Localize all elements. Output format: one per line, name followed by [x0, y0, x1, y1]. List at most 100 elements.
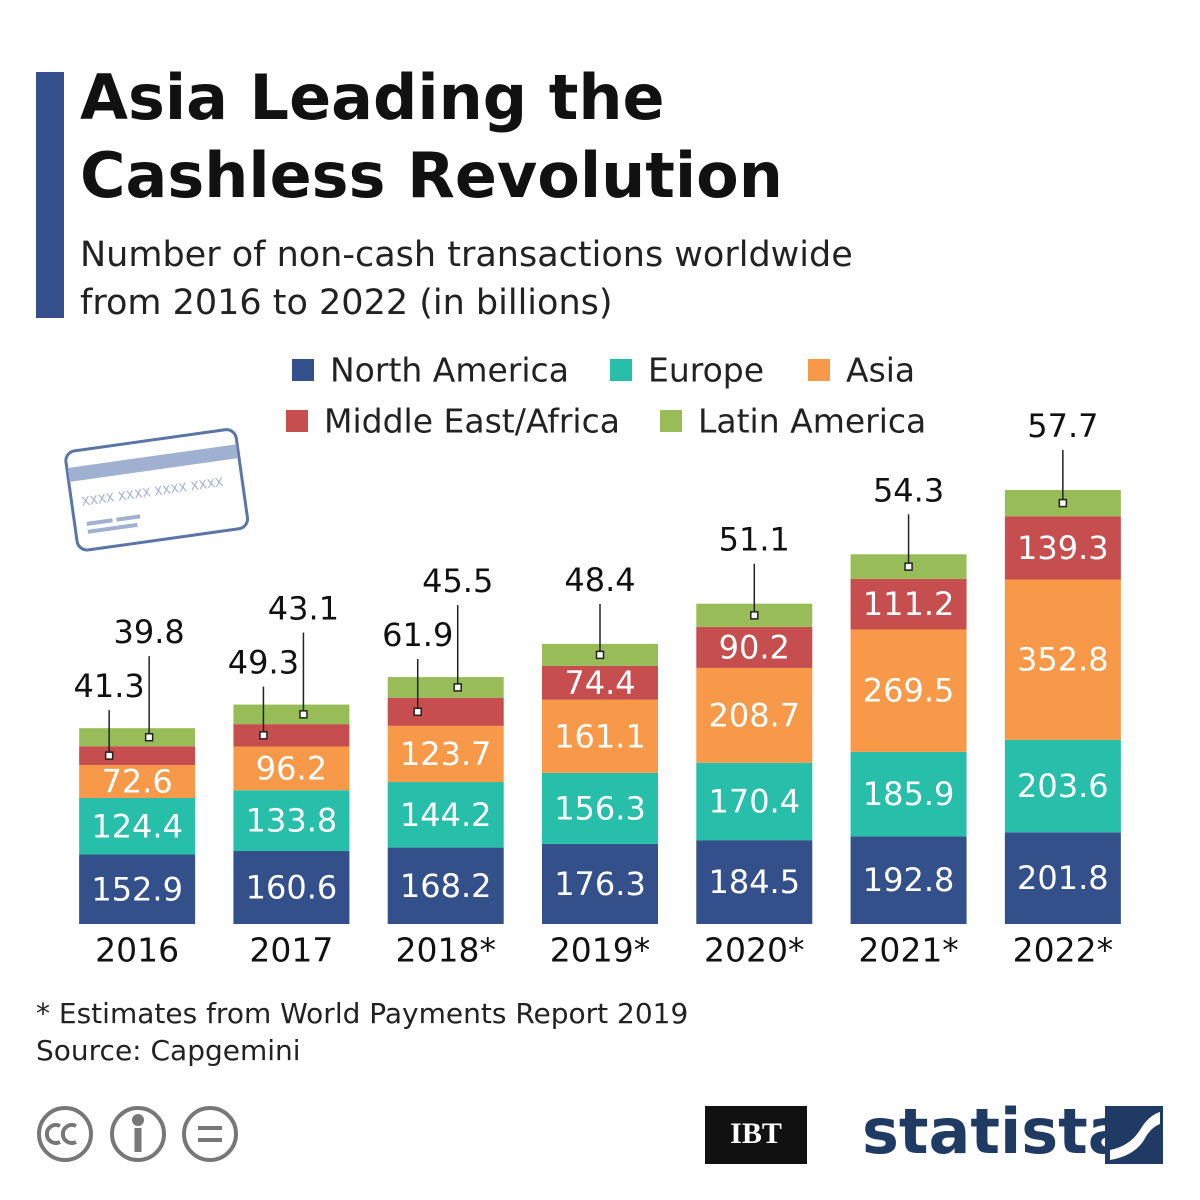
bar-segment — [387, 725, 504, 783]
value-label: 72.6 — [102, 763, 173, 801]
callout-dot — [299, 710, 308, 719]
chart-subtitle: from 2016 to 2022 (in billions) — [80, 283, 613, 323]
bar-segment — [696, 762, 813, 841]
x-tick-label: 2019* — [550, 931, 650, 970]
bar-segment — [79, 728, 196, 747]
value-label: 184.5 — [708, 863, 800, 901]
value-label: 57.7 — [1027, 407, 1098, 445]
value-label: 160.6 — [246, 869, 338, 907]
bar-segment — [696, 840, 813, 924]
callout-dot — [104, 751, 114, 760]
value-label: 61.9 — [382, 616, 453, 654]
bar-segment — [696, 667, 813, 763]
license-icons — [37, 1106, 238, 1162]
value-label: 111.2 — [863, 585, 955, 623]
x-tick-label: 2018* — [395, 931, 495, 970]
ibt-text: IBT — [730, 1117, 782, 1150]
callout-dot — [259, 731, 268, 740]
legend-label: Asia — [846, 351, 915, 390]
bar-segment — [387, 782, 504, 848]
value-label: 208.7 — [708, 696, 800, 734]
title-accent — [36, 72, 64, 318]
value-label: 124.4 — [91, 807, 183, 845]
bar-segment — [79, 854, 196, 924]
ibt-logo — [705, 1106, 807, 1164]
nd-icon — [182, 1106, 238, 1162]
value-label: 39.8 — [114, 613, 185, 651]
bar-segment — [387, 677, 504, 698]
callout-dot — [453, 683, 462, 692]
x-tick-label: 2017 — [249, 931, 333, 970]
bar-segment — [850, 751, 967, 837]
chart-title: Asia Leading the — [80, 61, 665, 134]
bar-segment — [542, 665, 658, 700]
value-label: 144.2 — [400, 796, 492, 834]
value-label: 90.2 — [719, 628, 790, 666]
x-tick-label: 2020* — [704, 931, 804, 970]
value-label: 269.5 — [863, 672, 955, 710]
value-label: 133.8 — [246, 802, 338, 840]
value-label: 45.5 — [422, 562, 493, 600]
legend-swatch — [286, 410, 308, 432]
bar-segment — [850, 578, 967, 630]
card-icon: XXXX XXXX XXXX XXXX — [64, 428, 250, 552]
bar-segment — [1004, 516, 1121, 580]
bar-segment — [696, 626, 813, 668]
bar-segment — [233, 746, 350, 791]
value-label: 192.8 — [863, 861, 955, 899]
value-label: 139.3 — [1017, 529, 1109, 567]
value-label: 176.3 — [554, 865, 646, 903]
bar-segment — [387, 697, 504, 726]
callout-dot — [144, 732, 154, 742]
x-tick-label: 2021* — [858, 931, 958, 970]
bar-segment — [542, 843, 658, 924]
legend-label: North America — [330, 351, 569, 390]
bar-segment — [850, 629, 967, 752]
value-label: 185.9 — [863, 775, 955, 813]
value-label: 203.6 — [1017, 767, 1109, 805]
legend-swatch — [610, 359, 632, 381]
bar-segment — [1004, 579, 1121, 740]
x-tick-label: 2022* — [1013, 931, 1113, 970]
bar-segment — [233, 704, 350, 725]
bar-segment — [233, 790, 350, 852]
value-label: 48.4 — [564, 561, 635, 599]
bar-segment — [542, 699, 658, 773]
value-label: 41.3 — [74, 667, 145, 705]
legend-label: Latin America — [698, 402, 926, 441]
value-label: 201.8 — [1017, 859, 1109, 897]
cc-letters — [44, 1123, 77, 1145]
callout-dot — [904, 562, 913, 571]
card-line — [87, 522, 138, 534]
bar-segment — [1004, 739, 1121, 833]
legend-swatch — [660, 410, 682, 432]
callout-dot — [750, 611, 759, 620]
value-label: 96.2 — [256, 749, 327, 787]
card-line — [116, 514, 141, 522]
bar-segment — [1004, 832, 1121, 924]
callout-dot — [1058, 498, 1068, 508]
bar-segment — [387, 847, 504, 924]
chart-title: Cashless Revolution — [80, 139, 783, 212]
callout-dot — [595, 650, 605, 660]
bar-segment — [79, 798, 196, 855]
value-label: 123.7 — [400, 735, 492, 773]
statista-text: statista — [862, 1095, 1130, 1168]
value-label: 168.2 — [400, 867, 492, 905]
x-tick-label: 2016 — [95, 931, 179, 970]
value-label: 161.1 — [554, 717, 646, 755]
bar-segment — [233, 724, 350, 747]
value-label: 43.1 — [268, 590, 339, 628]
value-label: 49.3 — [228, 644, 299, 682]
value-label: 54.3 — [873, 471, 944, 509]
value-label: 51.1 — [719, 521, 790, 559]
value-label: 352.8 — [1017, 641, 1109, 679]
legend-label: Middle East/Africa — [324, 402, 620, 441]
by-icon — [110, 1106, 166, 1162]
statista-swoosh — [1110, 1112, 1160, 1160]
bar-segment — [542, 772, 658, 844]
bar-segment — [233, 851, 350, 924]
card-line — [86, 518, 113, 526]
footnote: * Estimates from World Payments Report 2… — [36, 997, 688, 1030]
